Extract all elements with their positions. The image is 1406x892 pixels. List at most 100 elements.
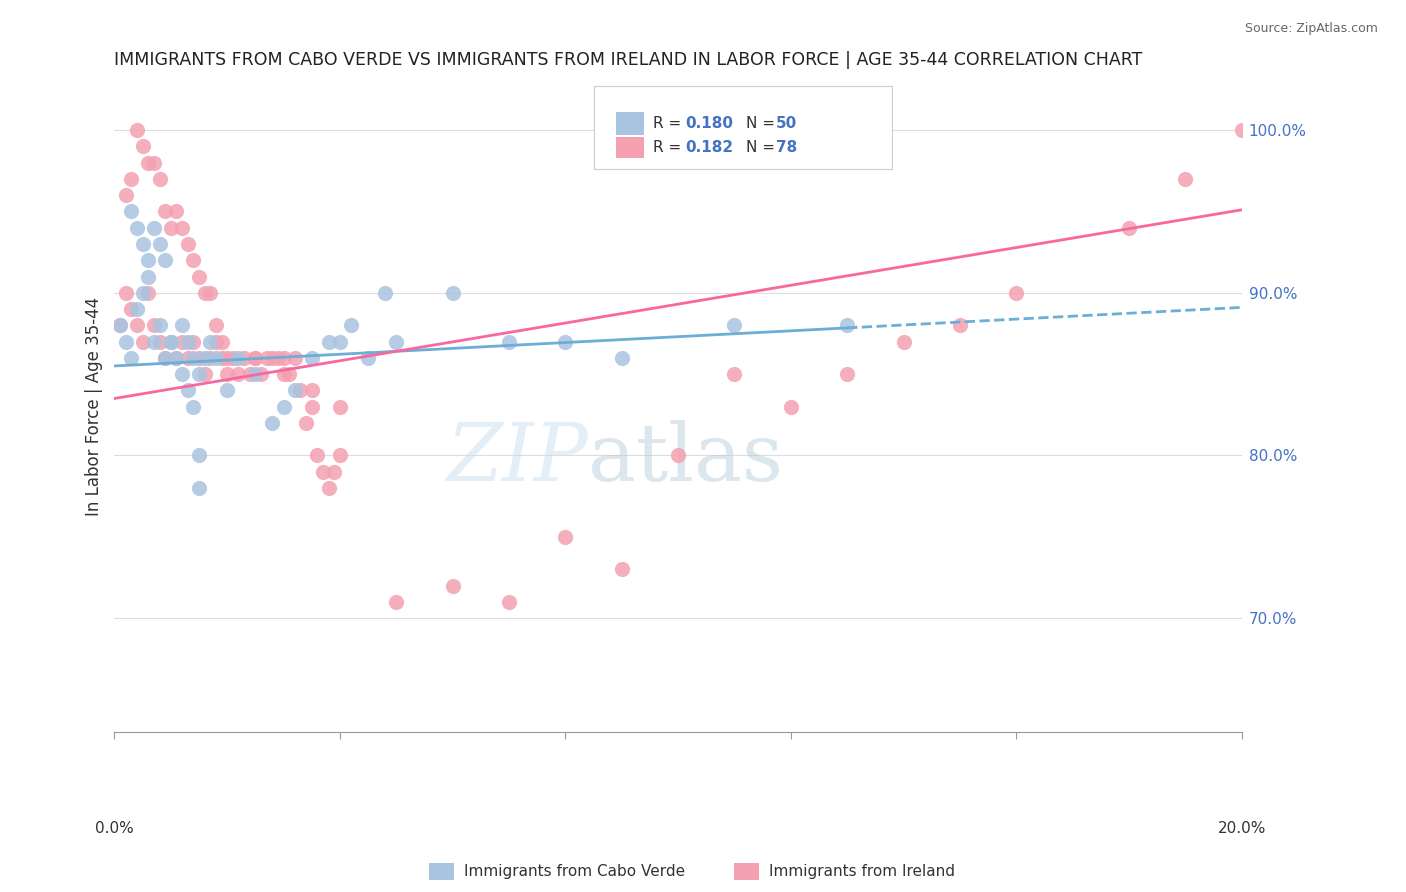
Point — [136, 155, 159, 169]
Point — [441, 578, 464, 592]
Point — [284, 351, 307, 365]
Point — [723, 367, 745, 381]
Point — [181, 351, 204, 365]
Text: IMMIGRANTS FROM CABO VERDE VS IMMIGRANTS FROM IRELAND IN LABOR FORCE | AGE 35-44: IMMIGRANTS FROM CABO VERDE VS IMMIGRANTS… — [114, 51, 1143, 69]
Point — [307, 449, 329, 463]
Point — [301, 400, 323, 414]
Text: Immigrants from Ireland: Immigrants from Ireland — [769, 864, 955, 879]
Point — [120, 301, 142, 316]
Text: atlas: atlas — [588, 419, 783, 498]
Point — [205, 334, 228, 349]
Point — [385, 595, 408, 609]
Point — [329, 334, 352, 349]
Point — [125, 301, 148, 316]
Point — [194, 351, 217, 365]
Point — [262, 351, 284, 365]
Point — [318, 334, 340, 349]
Point — [125, 123, 148, 137]
Point — [610, 351, 633, 365]
Point — [170, 220, 193, 235]
Point — [165, 204, 187, 219]
Point — [228, 367, 250, 381]
Point — [120, 351, 142, 365]
Point — [554, 530, 576, 544]
Point — [273, 351, 295, 365]
Point — [262, 416, 284, 430]
Point — [153, 253, 176, 268]
Point — [148, 318, 170, 333]
Point — [159, 334, 181, 349]
Point — [312, 465, 335, 479]
Point — [217, 367, 239, 381]
Point — [441, 285, 464, 300]
Point — [188, 481, 211, 495]
Point — [125, 220, 148, 235]
Point — [159, 334, 181, 349]
Point — [273, 400, 295, 414]
Point — [114, 334, 136, 349]
Point — [295, 416, 318, 430]
Point — [181, 253, 204, 268]
Point — [114, 285, 136, 300]
Point — [301, 384, 323, 398]
Point — [176, 237, 198, 252]
Point — [153, 351, 176, 365]
Point — [142, 220, 165, 235]
Point — [245, 351, 267, 365]
Point — [200, 334, 222, 349]
Point — [290, 384, 312, 398]
Point — [357, 351, 380, 365]
Point — [176, 334, 198, 349]
Text: 0.180: 0.180 — [685, 116, 733, 131]
Point — [148, 237, 170, 252]
Point — [170, 334, 193, 349]
Point — [136, 253, 159, 268]
Point — [188, 449, 211, 463]
Point — [837, 318, 859, 333]
Point — [554, 334, 576, 349]
Bar — [616, 112, 644, 135]
Point — [245, 367, 267, 381]
Point — [136, 269, 159, 284]
Point — [837, 367, 859, 381]
Point — [159, 220, 181, 235]
Text: R =: R = — [654, 140, 686, 155]
Point — [329, 449, 352, 463]
Text: N =: N = — [745, 116, 779, 131]
Point — [136, 285, 159, 300]
Point — [108, 318, 131, 333]
Point — [1174, 172, 1197, 186]
Point — [211, 351, 233, 365]
Point — [153, 351, 176, 365]
Y-axis label: In Labor Force | Age 35-44: In Labor Force | Age 35-44 — [86, 297, 103, 516]
Point — [194, 285, 217, 300]
Point — [228, 351, 250, 365]
Point — [181, 400, 204, 414]
Point — [170, 318, 193, 333]
Point — [1005, 285, 1028, 300]
Text: 0.182: 0.182 — [685, 140, 733, 155]
Point — [256, 351, 278, 365]
Point — [188, 351, 211, 365]
Point — [176, 384, 198, 398]
Point — [142, 334, 165, 349]
Point — [385, 334, 408, 349]
Point — [318, 481, 340, 495]
Point — [340, 318, 363, 333]
Point — [329, 400, 352, 414]
Point — [273, 367, 295, 381]
Point — [159, 334, 181, 349]
Text: 20.0%: 20.0% — [1218, 822, 1265, 837]
Point — [153, 204, 176, 219]
Point — [131, 285, 153, 300]
Point — [165, 351, 187, 365]
Point — [181, 334, 204, 349]
Point — [176, 351, 198, 365]
Point — [1118, 220, 1140, 235]
Point — [131, 237, 153, 252]
Point — [200, 351, 222, 365]
Point — [131, 139, 153, 153]
Text: N =: N = — [745, 140, 779, 155]
Point — [233, 351, 256, 365]
Point — [278, 367, 301, 381]
